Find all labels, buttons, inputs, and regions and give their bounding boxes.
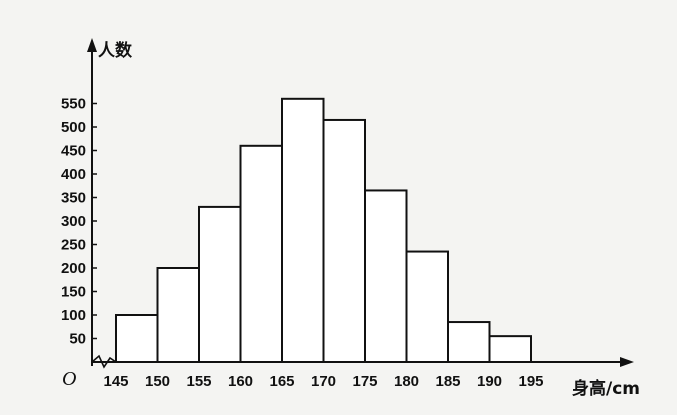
y-axis-title: 人数 [98, 40, 133, 61]
x-ticks: 145 150 155 160 165 170 175 180 185 190 195 [103, 373, 543, 390]
origin-label: O [62, 368, 76, 390]
histogram-bar-185-190 [447, 321, 491, 363]
y-ticks: 50 100 150 200 250 300 350 400 450 500 550 [61, 96, 97, 348]
y-tick-label: 150 [61, 284, 86, 301]
histogram-bar-175-180 [364, 189, 408, 363]
x-tick-label: 195 [518, 373, 543, 390]
y-tick-label: 250 [61, 237, 86, 254]
y-axis-arrow [87, 38, 97, 52]
y-tick-label: 450 [61, 143, 86, 160]
y-tick-label: 350 [61, 190, 86, 207]
histogram-bar-160-165 [239, 144, 283, 363]
histogram-bar-180-185 [405, 250, 449, 363]
y-tick-label: 100 [61, 307, 86, 324]
x-tick-label: 190 [477, 373, 502, 390]
x-tick-label: 170 [311, 373, 336, 390]
histogram-bar-155-160 [198, 205, 242, 363]
bars-layer [115, 97, 532, 364]
y-tick-label: 300 [61, 213, 86, 230]
histogram-bar-150-155 [156, 267, 200, 363]
y-tick-label: 550 [61, 96, 86, 113]
x-tick-label: 145 [103, 373, 128, 390]
x-axis-title: 身高/cm [572, 378, 640, 399]
y-tick-label: 50 [69, 331, 86, 348]
x-tick-label: 165 [269, 373, 294, 390]
histogram-bar-145-150 [115, 314, 159, 363]
histogram-bar-170-175 [322, 118, 366, 363]
x-tick-label: 185 [435, 373, 460, 390]
axes-layer [87, 38, 634, 369]
x-tick-label: 175 [352, 373, 377, 390]
x-tick-label: 160 [228, 373, 253, 390]
y-tick-label: 400 [61, 166, 86, 183]
histogram-bar-165-170 [281, 97, 325, 364]
y-tick-label: 500 [61, 119, 86, 136]
x-tick-label: 150 [145, 373, 170, 390]
axis-break-zigzag [91, 354, 117, 369]
y-tick-label: 200 [61, 260, 86, 277]
histogram-bar-190-195 [488, 335, 532, 363]
x-tick-label: 180 [394, 373, 419, 390]
x-tick-label: 155 [186, 373, 211, 390]
x-axis-arrow [620, 357, 634, 367]
